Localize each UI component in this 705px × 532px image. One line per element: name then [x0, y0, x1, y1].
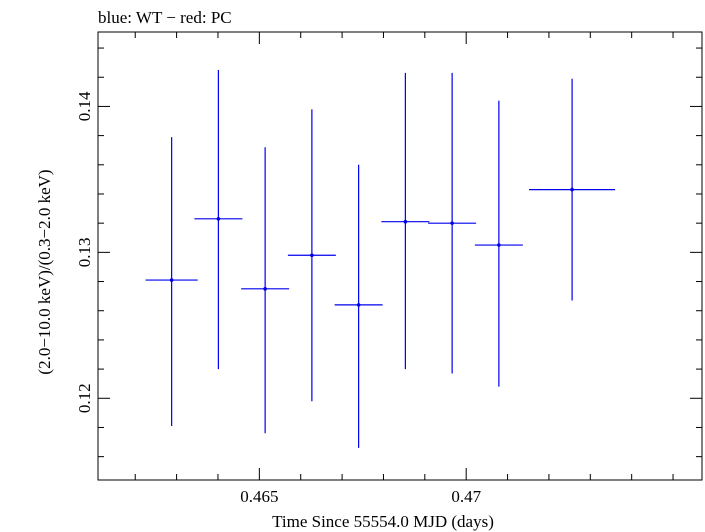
data-points: [145, 69, 616, 448]
point-marker: [450, 221, 454, 225]
data-point: [474, 100, 523, 387]
point-marker: [310, 253, 314, 258]
x-tick-label: 0.465: [240, 487, 278, 506]
plot-frame: [97, 31, 703, 481]
data-point: [529, 78, 616, 301]
y-tick-label: 0.12: [75, 383, 94, 413]
x-axis-label: Time Since 55554.0 MJD (days): [272, 512, 494, 531]
data-point: [428, 72, 477, 374]
point-marker: [403, 219, 408, 224]
data-point: [381, 72, 430, 370]
y-axis-label: (2.0−10.0 keV)/(0.3−2.0 keV): [35, 169, 54, 374]
y-tick-labels: 0.12 0.13 0.14: [75, 91, 94, 413]
chart-title: blue: WT − red: PC: [98, 8, 232, 27]
x-tick-labels: 0.465 0.47: [240, 487, 481, 506]
data-point: [241, 147, 290, 434]
y-tick-label: 0.13: [75, 237, 94, 267]
point-marker: [169, 278, 174, 282]
data-point: [334, 164, 383, 448]
point-marker: [216, 216, 221, 221]
y-tick-label: 0.14: [75, 91, 94, 121]
data-point: [287, 109, 336, 402]
point-marker: [356, 303, 361, 307]
point-marker: [497, 243, 501, 247]
point-marker: [263, 287, 267, 291]
x-tick-label: 0.47: [451, 487, 481, 506]
data-point: [145, 137, 198, 427]
axis-ticks: [98, 32, 702, 480]
point-marker: [570, 187, 574, 192]
data-point: [194, 69, 243, 370]
